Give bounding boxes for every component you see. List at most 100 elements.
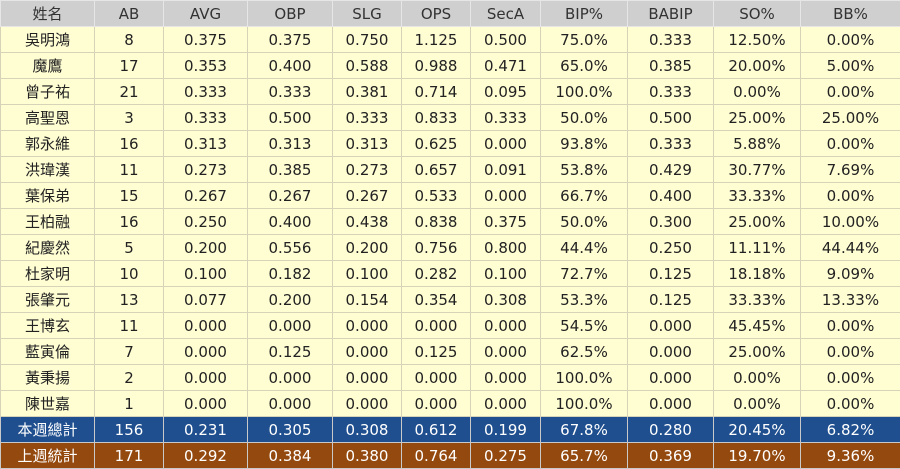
stat-cell: 5 (95, 235, 164, 261)
stat-cell: 0.625 (402, 131, 471, 157)
stat-cell: 50.0% (541, 105, 628, 131)
player-name-cell: 陳世嘉 (1, 391, 95, 417)
stat-cell: 0.000 (402, 365, 471, 391)
stat-cell: 0.500 (248, 105, 333, 131)
stat-cell: 0.333 (628, 79, 714, 105)
stat-cell: 0.333 (333, 105, 402, 131)
stat-cell: 25.00% (801, 105, 900, 131)
stat-cell: 0.333 (248, 79, 333, 105)
stat-cell: 0.000 (628, 365, 714, 391)
stat-cell: 0.182 (248, 261, 333, 287)
column-header-slg: SLG (333, 1, 402, 27)
stat-cell: 0.400 (628, 183, 714, 209)
stat-cell: 0.800 (471, 235, 541, 261)
stat-cell: 7 (95, 339, 164, 365)
player-name-cell: 郭永維 (1, 131, 95, 157)
stat-cell: 0.00% (801, 365, 900, 391)
stat-cell: 21 (95, 79, 164, 105)
stat-cell: 0.333 (628, 27, 714, 53)
stat-cell: 0.400 (248, 53, 333, 79)
stat-cell: 0.000 (402, 313, 471, 339)
column-header-avg: AVG (164, 1, 248, 27)
stat-cell: 0.100 (333, 261, 402, 287)
stat-cell: 0.000 (164, 391, 248, 417)
stat-cell: 0.077 (164, 287, 248, 313)
stat-cell: 65.0% (541, 53, 628, 79)
stat-cell: 0.500 (628, 105, 714, 131)
stat-cell: 25.00% (714, 105, 801, 131)
stat-cell: 0.250 (628, 235, 714, 261)
stat-cell: 0.333 (471, 105, 541, 131)
stat-cell: 0.429 (628, 157, 714, 183)
stat-cell: 0.00% (801, 391, 900, 417)
stat-cell: 0.273 (333, 157, 402, 183)
stat-cell: 25.00% (714, 339, 801, 365)
stat-cell: 0.353 (164, 53, 248, 79)
stat-cell: 54.5% (541, 313, 628, 339)
stat-cell: 0.988 (402, 53, 471, 79)
stat-cell: 0.756 (402, 235, 471, 261)
player-name-cell: 曾子祐 (1, 79, 95, 105)
stat-cell: 0.354 (402, 287, 471, 313)
stat-cell: 0.308 (333, 417, 402, 443)
stat-cell: 0.385 (248, 157, 333, 183)
stat-cell: 0.280 (628, 417, 714, 443)
stat-cell: 0.000 (471, 313, 541, 339)
stat-cell: 0.333 (164, 79, 248, 105)
stat-cell: 0.500 (471, 27, 541, 53)
stat-cell: 75.0% (541, 27, 628, 53)
stat-cell: 13.33% (801, 287, 900, 313)
column-header-ab: AB (95, 1, 164, 27)
stat-cell: 0.000 (333, 313, 402, 339)
stat-cell: 0.00% (801, 339, 900, 365)
column-header-obp: OBP (248, 1, 333, 27)
stat-cell: 0.273 (164, 157, 248, 183)
stat-cell: 9.09% (801, 261, 900, 287)
stat-cell: 0.400 (248, 209, 333, 235)
stat-cell: 0.556 (248, 235, 333, 261)
stat-cell: 0.385 (628, 53, 714, 79)
stat-cell: 0.00% (801, 183, 900, 209)
stat-cell: 30.77% (714, 157, 801, 183)
stat-cell: 11 (95, 313, 164, 339)
stat-cell: 0.381 (333, 79, 402, 105)
player-name-cell: 葉保弟 (1, 183, 95, 209)
stat-cell: 0.199 (471, 417, 541, 443)
stat-cell: 0.000 (248, 391, 333, 417)
stat-cell: 0.200 (248, 287, 333, 313)
stat-cell: 0.000 (471, 339, 541, 365)
stat-cell: 13 (95, 287, 164, 313)
stat-cell: 0.000 (248, 313, 333, 339)
stat-cell: 0.000 (628, 313, 714, 339)
stat-cell: 0.833 (402, 105, 471, 131)
stat-cell: 0.300 (628, 209, 714, 235)
stat-cell: 0.000 (333, 339, 402, 365)
stat-cell: 16 (95, 209, 164, 235)
stat-cell: 93.8% (541, 131, 628, 157)
stat-cell: 0.091 (471, 157, 541, 183)
stat-cell: 0.095 (471, 79, 541, 105)
player-name-cell: 王柏融 (1, 209, 95, 235)
stat-cell: 66.7% (541, 183, 628, 209)
stat-cell: 10 (95, 261, 164, 287)
stat-cell: 11.11% (714, 235, 801, 261)
stat-cell: 0.657 (402, 157, 471, 183)
stat-cell: 0.200 (333, 235, 402, 261)
stat-cell: 7.69% (801, 157, 900, 183)
stat-cell: 0.000 (164, 339, 248, 365)
player-name-cell: 張肇元 (1, 287, 95, 313)
stat-cell: 0.154 (333, 287, 402, 313)
stat-cell: 100.0% (541, 391, 628, 417)
stat-cell: 0.313 (164, 131, 248, 157)
stat-cell: 0.588 (333, 53, 402, 79)
